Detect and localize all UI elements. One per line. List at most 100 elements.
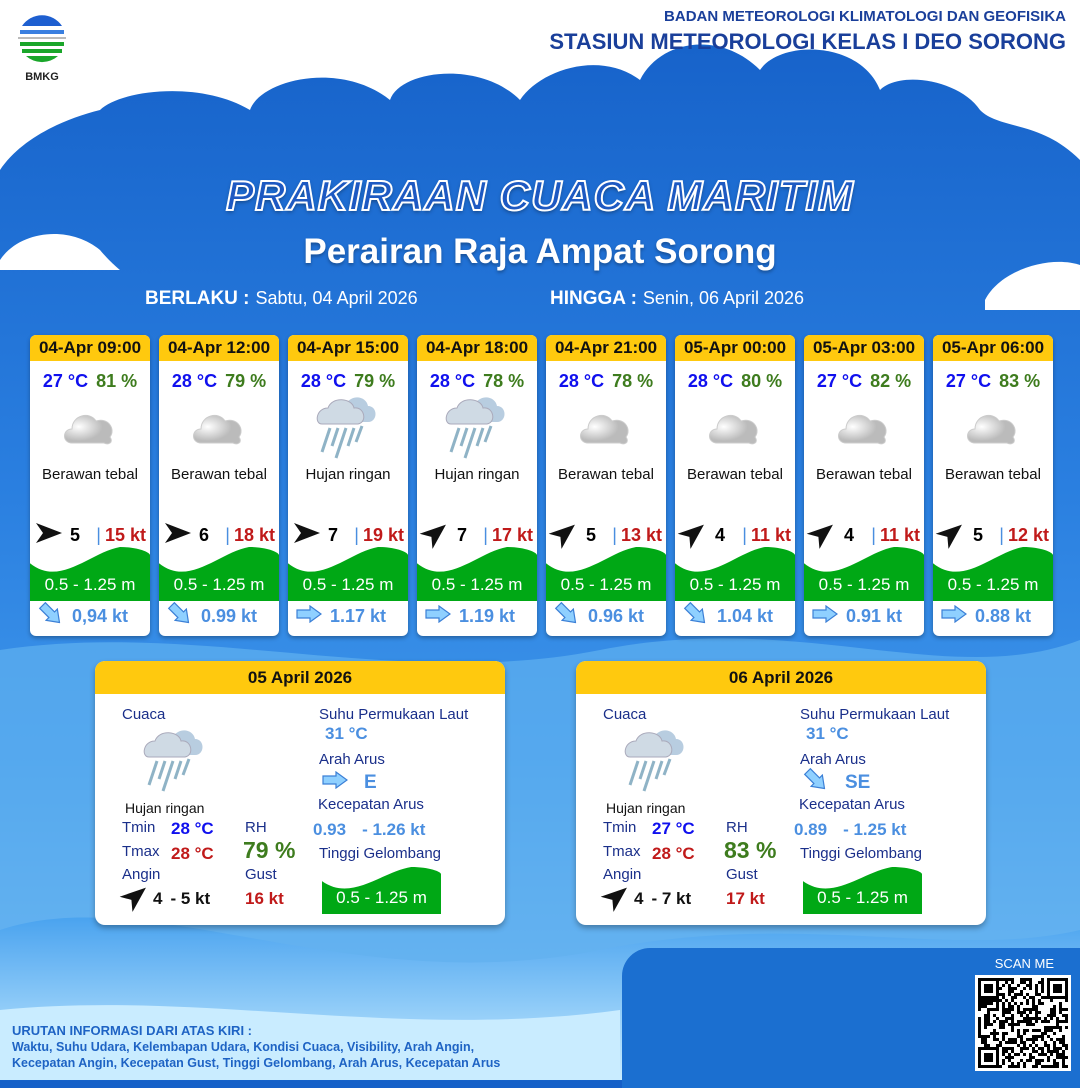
current-from: 0.89 bbox=[794, 820, 828, 839]
header: BADAN METEOROLOGI KLIMATOLOGI DAN GEOFIS… bbox=[549, 8, 1066, 55]
daily-wind: 4 - 7 kt bbox=[600, 886, 691, 913]
forecast-card: 05-Apr 03:00 27 °C 82 % Berawan tebal 4 | 1… bbox=[804, 335, 924, 636]
label-sst: Suhu Permukaan Laut bbox=[319, 706, 469, 723]
tmin-value: 27 °C bbox=[652, 819, 695, 838]
wave-height-value: 0.5 - 1.25 m bbox=[431, 575, 523, 594]
forecast-time: 04-Apr 21:00 bbox=[546, 335, 666, 361]
qr-code[interactable] bbox=[975, 975, 1071, 1071]
current-speed: 1.04 kt bbox=[717, 606, 774, 626]
label-gust: Gust bbox=[245, 866, 277, 883]
label-tmax: Tmax bbox=[122, 843, 160, 860]
wind-speed: 5 bbox=[70, 525, 81, 545]
humidity: 83 % bbox=[999, 371, 1041, 391]
wind-direction-icon bbox=[600, 886, 630, 913]
wave-height-value: 0.5 - 1.25 m bbox=[947, 575, 1039, 594]
forecast-card: 04-Apr 09:00 27 °C 81 % Berawan tebal 5 | 1… bbox=[30, 335, 150, 636]
cloudy-icon bbox=[30, 392, 150, 462]
daily-wave-height: 0.5 - 1.25 m bbox=[322, 867, 441, 914]
current-to: - 1.26 kt bbox=[362, 820, 426, 839]
wind-speed: 5 bbox=[973, 525, 984, 545]
forecast-card: 05-Apr 00:00 28 °C 80 % Berawan tebal 4 | 1… bbox=[675, 335, 795, 636]
gust-speed: 11 kt bbox=[879, 525, 920, 545]
rain-icon bbox=[288, 392, 408, 462]
footer-line-2: Kecepatan Angin, Kecepatan Gust, Tinggi … bbox=[12, 1056, 501, 1070]
valid-from-date: Sabtu, 04 April 2026 bbox=[255, 288, 418, 308]
wind-direction-icon bbox=[677, 523, 707, 550]
wind-info: 5 | 12 kt bbox=[935, 523, 1049, 550]
valid-from-label: BERLAKU : bbox=[145, 288, 250, 309]
forecast-card: 04-Apr 12:00 28 °C 79 % Berawan tebal 6 | 1… bbox=[159, 335, 279, 636]
current-direction-icon bbox=[554, 601, 580, 628]
weather-condition: Berawan tebal bbox=[687, 466, 783, 483]
rh-value: 79 % bbox=[243, 837, 296, 863]
wind-to: - 5 kt bbox=[170, 888, 211, 908]
weather-condition: Berawan tebal bbox=[816, 466, 912, 483]
gust-speed: 19 kt bbox=[362, 525, 404, 545]
current-direction-icon bbox=[322, 770, 349, 794]
temp-humidity: 28 °C 80 % bbox=[675, 371, 795, 392]
cloudy-icon bbox=[546, 392, 666, 462]
label-tmin: Tmin bbox=[122, 819, 156, 836]
wind-from: 4 bbox=[153, 888, 163, 908]
wind-direction-icon bbox=[36, 523, 62, 548]
agency-name: BADAN METEOROLOGI KLIMATOLOGI DAN GEOFIS… bbox=[664, 8, 1066, 25]
wind-info: 5 | 15 kt bbox=[36, 523, 146, 548]
current-speed: 0,94 kt bbox=[72, 606, 129, 626]
label-rh: RH bbox=[245, 819, 267, 836]
temperature: 27 °C bbox=[816, 371, 863, 391]
logo-text: BMKG bbox=[25, 71, 59, 83]
bmkg-logo-icon bbox=[18, 15, 66, 63]
gust-speed: 12 kt bbox=[1007, 525, 1049, 545]
forecast-time: 05-Apr 03:00 bbox=[804, 335, 924, 361]
current-direction-icon bbox=[812, 604, 839, 628]
daily-weather: Hujan ringan bbox=[125, 800, 205, 816]
current-speed-range: 0.89 - 1.25 kt bbox=[794, 820, 906, 840]
temperature: 28 °C bbox=[300, 371, 347, 391]
bmkg-logo: BMKG bbox=[16, 12, 68, 83]
forecast-card: 04-Apr 18:00 28 °C 78 % Hujan ringan 7 | 17… bbox=[417, 335, 537, 636]
valid-to-label: HINGGA : bbox=[550, 288, 637, 309]
forecast-card: 04-Apr 15:00 28 °C 79 % Hujan ringan 7 | 19… bbox=[288, 335, 408, 636]
label-tmax: Tmax bbox=[603, 843, 641, 860]
gust-speed: 15 kt bbox=[104, 525, 146, 545]
separator: | bbox=[612, 525, 617, 545]
wave-height-value: 0.5 - 1.25 m bbox=[560, 575, 652, 594]
label-gust: Gust bbox=[726, 866, 758, 883]
wind-info: 5 | 13 kt bbox=[548, 523, 662, 550]
humidity: 82 % bbox=[870, 371, 912, 391]
daily-date: 06 April 2026 bbox=[576, 661, 986, 694]
forecast-card: 05-Apr 06:00 27 °C 83 % Berawan tebal 5 | 1… bbox=[933, 335, 1053, 636]
wind-direction-icon bbox=[548, 523, 578, 550]
wind-speed: 6 bbox=[199, 525, 210, 545]
station-name: STASIUN METEOROLOGI KELAS I DEO SORONG bbox=[549, 29, 1066, 54]
label-arah-arus: Arah Arus bbox=[319, 751, 385, 768]
label-arah-arus: Arah Arus bbox=[800, 751, 866, 768]
gust-speed: 13 kt bbox=[620, 525, 662, 545]
current-info: 1.17 kt bbox=[296, 604, 408, 628]
sst-value: 31 °C bbox=[806, 724, 849, 743]
weather-condition: Berawan tebal bbox=[171, 466, 267, 483]
current-info: 0.88 kt bbox=[941, 604, 1053, 628]
gust-speed: 17 kt bbox=[491, 525, 533, 545]
wave-height: 0.5 - 1.25 m bbox=[804, 547, 924, 601]
wave-height: 0.5 - 1.25 m bbox=[933, 547, 1053, 601]
current-info: 0,94 kt bbox=[38, 601, 150, 628]
rain-icon bbox=[143, 727, 207, 798]
current-info: 1.19 kt bbox=[425, 604, 537, 628]
humidity: 81 % bbox=[96, 371, 138, 391]
rain-icon bbox=[417, 392, 537, 462]
temperature: 28 °C bbox=[429, 371, 476, 391]
weather-condition: Berawan tebal bbox=[42, 466, 138, 483]
weather-condition: Hujan ringan bbox=[305, 466, 391, 483]
forecast-time: 04-Apr 09:00 bbox=[30, 335, 150, 361]
humidity: 78 % bbox=[612, 371, 654, 391]
label-kecepatan-arus: Kecepatan Arus bbox=[318, 796, 424, 813]
temp-humidity: 28 °C 78 % bbox=[417, 371, 537, 392]
wind-info: 7 | 17 kt bbox=[419, 523, 533, 550]
wave-height: 0.5 - 1.25 m bbox=[546, 547, 666, 601]
label-cuaca: Cuaca bbox=[122, 706, 166, 723]
forecast-card: 04-Apr 21:00 28 °C 78 % Berawan tebal 5 | 1… bbox=[546, 335, 666, 636]
wave-height-value: 0.5 - 1.25 m bbox=[336, 888, 427, 907]
current-direction-icon bbox=[167, 601, 193, 628]
label-cuaca: Cuaca bbox=[603, 706, 647, 723]
